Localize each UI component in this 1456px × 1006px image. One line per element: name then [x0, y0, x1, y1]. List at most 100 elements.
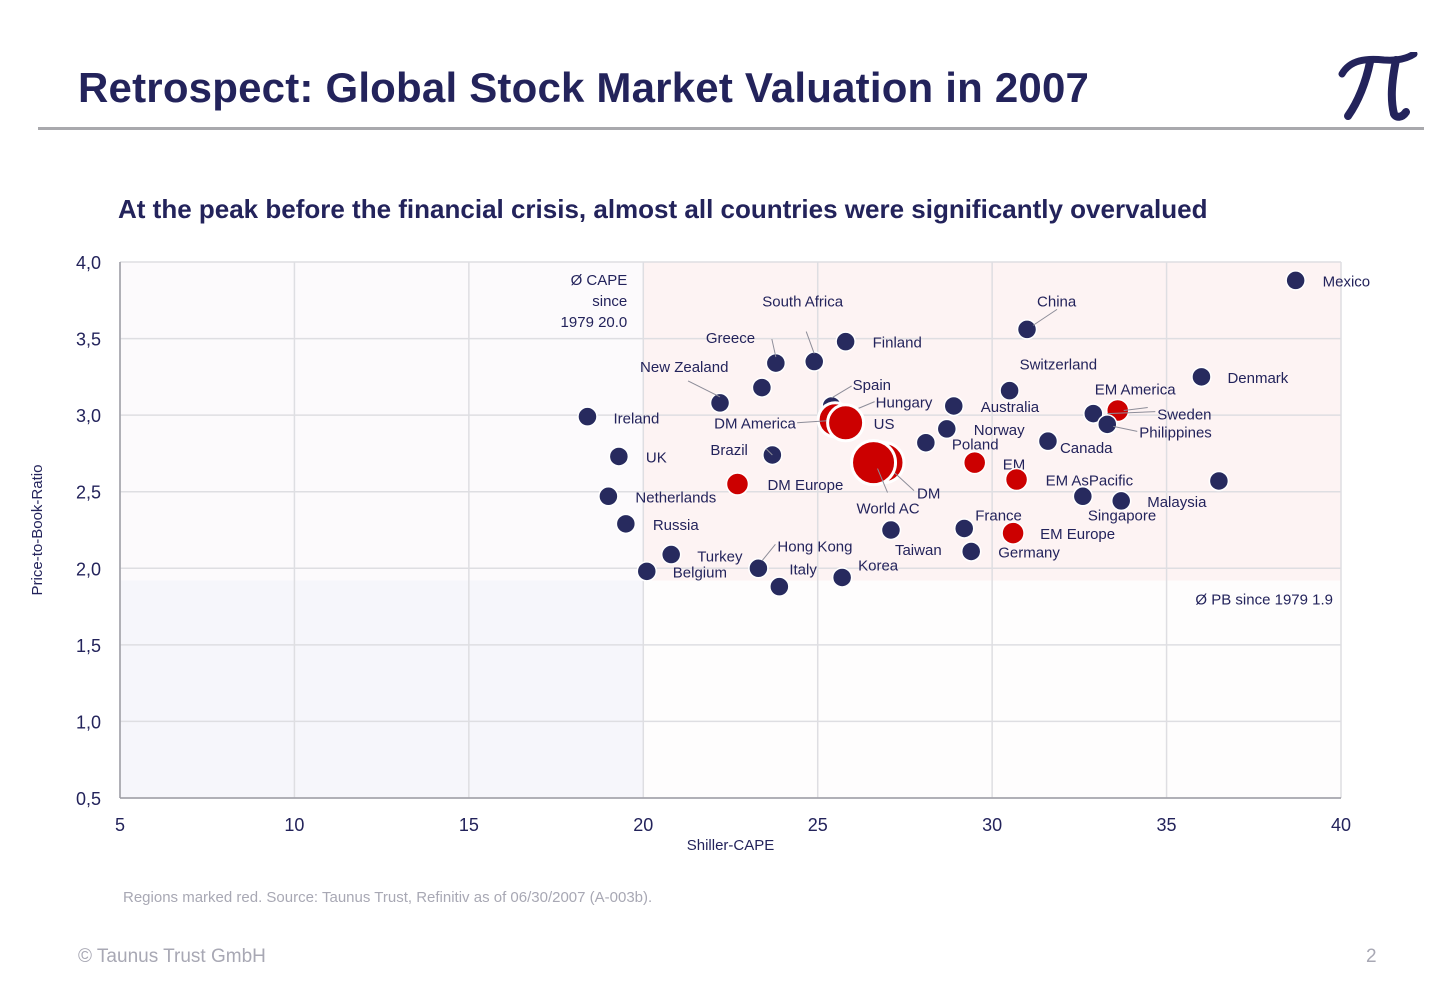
mixed-zone-upper [120, 262, 644, 581]
leader-brazil [766, 448, 773, 456]
label-dm-europe: DM Europe [767, 477, 843, 494]
point-singapore [1072, 486, 1094, 507]
y-tick-label: 2,0 [76, 559, 101, 579]
x-tick-label: 30 [982, 815, 1002, 835]
point-germany [960, 541, 982, 562]
point-belgium [636, 561, 658, 582]
x-tick-label: 25 [808, 815, 828, 835]
page-number: 2 [1366, 946, 1377, 967]
y-tick-label: 4,0 [76, 253, 101, 273]
leader-dm-america [797, 420, 828, 424]
copyright: © Taunus Trust GmbH [78, 946, 266, 967]
label-greece: Greece [706, 330, 755, 347]
y-tick-label: 1,0 [76, 712, 101, 732]
point-malaysia [1110, 490, 1132, 512]
page-title: Retrospect: Global Stock Market Valuatio… [78, 64, 1090, 111]
leader-greece [771, 338, 777, 358]
y-tick-label: 3,0 [76, 406, 101, 426]
leader-hong-kong [762, 543, 776, 561]
label-italy: Italy [789, 562, 817, 579]
point-greece [765, 352, 787, 374]
label-denmark: Denmark [1227, 370, 1288, 387]
point-russia [615, 513, 637, 535]
leader-em-america [1123, 407, 1148, 412]
point-unlabeled [1208, 470, 1230, 492]
leader-spain [831, 385, 852, 399]
point-france [953, 518, 975, 539]
label-ireland: Ireland [613, 411, 659, 428]
label-sweden: Sweden [1157, 407, 1211, 424]
point-turkey [660, 544, 682, 565]
point-sweden [1083, 403, 1104, 424]
x-tick-label: 40 [1331, 815, 1351, 835]
label-em-aspacific: EM AsPacific [1046, 472, 1134, 489]
label-hong-kong: Hong Kong [777, 538, 852, 555]
point-netherlands [598, 486, 619, 507]
label-mexico: Mexico [1323, 273, 1371, 290]
label-switzerland: Switzerland [1020, 357, 1098, 374]
point-finland [835, 331, 856, 352]
label-hungary: Hungary [876, 395, 933, 412]
point-switzerland [999, 380, 1020, 401]
point-dm-europe [725, 472, 750, 496]
label-germany: Germany [998, 544, 1060, 561]
point-new-zealand [709, 392, 731, 414]
source-note: Regions marked red. Source: Taunus Trust… [123, 889, 653, 906]
point-italy [769, 576, 790, 597]
label-belgium: Belgium [673, 564, 727, 581]
point-unlabeled [751, 377, 773, 398]
point-poland [915, 432, 937, 453]
title-divider [38, 127, 1424, 130]
point-ireland [577, 406, 598, 427]
avg-cape-label: Ø CAPE [571, 272, 628, 289]
point-hong-kong [748, 558, 769, 579]
label-russia: Russia [653, 517, 700, 534]
point-canada [1037, 430, 1059, 452]
y-tick-label: 1,5 [76, 636, 101, 656]
label-korea: Korea [858, 557, 899, 574]
leader-philippines [1113, 425, 1138, 432]
label-netherlands: Netherlands [635, 489, 716, 506]
point-korea [831, 567, 853, 588]
point-norway [936, 418, 958, 440]
label-singapore: Singapore [1088, 507, 1156, 524]
x-tick-label: 15 [459, 815, 479, 835]
label-taiwan: Taiwan [895, 542, 942, 559]
y-tick-label: 3,5 [76, 330, 101, 350]
label-turkey: Turkey [697, 549, 743, 566]
undervalued-zone [120, 580, 644, 798]
label-philippines: Philippines [1139, 424, 1212, 441]
point-china [1016, 319, 1038, 340]
y-tick-label: 2,5 [76, 483, 101, 503]
label-canada: Canada [1060, 440, 1113, 457]
leader-south-africa [805, 331, 815, 354]
point-australia [943, 395, 965, 417]
label-australia: Australia [981, 399, 1040, 416]
avg-cape-label: 1979 20.0 [561, 314, 628, 331]
label-dm: DM [917, 486, 940, 503]
point-mexico [1285, 270, 1306, 291]
point-us [826, 403, 866, 443]
x-tick-label: 35 [1157, 815, 1177, 835]
label-world-ac: World AC [857, 501, 920, 518]
label-em-europe: EM Europe [1040, 526, 1115, 543]
label-dm-america: DM America [714, 416, 796, 433]
label-france: France [975, 507, 1022, 524]
scatter-chart: 5 10 15 20 25 30 35 40 0,5 1,0 1,5 2,0 2,5 3,0 3,5 4,0 S… [29, 253, 1371, 854]
pi-logo-icon [1338, 52, 1418, 121]
label-china: China [1037, 293, 1077, 310]
y-tick-label: 0,5 [76, 789, 101, 809]
chart-subtitle: At the peak before the financial crisis,… [118, 194, 1208, 224]
point-philippines [1097, 414, 1118, 435]
avg-pb-label: Ø PB since 1979 1.9 [1195, 592, 1333, 609]
leader-sweden [1107, 411, 1156, 415]
leader-china [1032, 308, 1058, 326]
label-em-america: EM America [1095, 382, 1177, 399]
point-em-aspacific [1004, 467, 1029, 492]
point-taiwan [880, 519, 902, 541]
label-malaysia: Malaysia [1147, 494, 1207, 511]
point-south-africa [803, 351, 825, 372]
leader-new-zealand [687, 380, 721, 398]
label-new-zealand: New Zealand [640, 359, 728, 376]
label-poland: Poland [952, 437, 999, 454]
